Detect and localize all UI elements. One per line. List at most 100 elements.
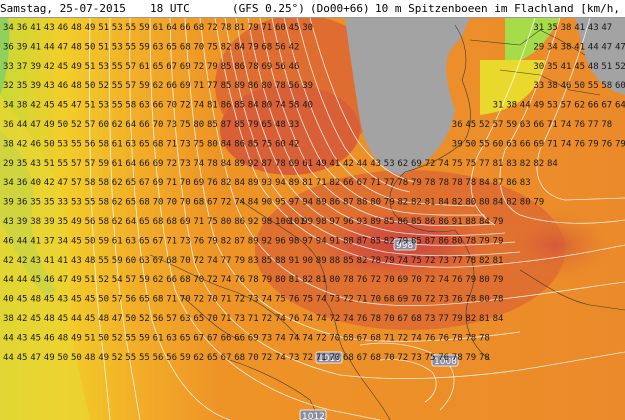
gust-value: 93 bbox=[261, 178, 272, 188]
gust-value: 86 bbox=[329, 198, 340, 208]
gust-value: 78 bbox=[479, 353, 490, 363]
gust-value: 84 bbox=[248, 198, 259, 208]
gust-value: 50 bbox=[85, 81, 96, 91]
gust-value: 65 bbox=[166, 42, 177, 52]
svg-text:1008: 1008 bbox=[434, 357, 457, 367]
gust-value: 38 bbox=[30, 217, 41, 227]
header-model: (GFS 0.25°) bbox=[232, 2, 305, 15]
gust-value: 94 bbox=[275, 178, 286, 188]
gust-value: 62 bbox=[153, 81, 164, 91]
gust-value: 51 bbox=[85, 275, 96, 285]
gust-value: 74 bbox=[302, 333, 313, 343]
gust-value: 65 bbox=[207, 353, 218, 363]
gust-value: 81 bbox=[493, 256, 504, 266]
gust-value: 70 bbox=[193, 42, 204, 52]
gust-value: 74 bbox=[289, 333, 300, 343]
gust-value: 70 bbox=[180, 198, 191, 208]
gust-value: 50 bbox=[98, 333, 109, 343]
gust-value: 42 bbox=[17, 256, 28, 266]
gust-value: 86 bbox=[397, 217, 408, 227]
gust-value: 41 bbox=[30, 23, 41, 33]
gust-value: 52 bbox=[71, 120, 82, 130]
gust-value: 69 bbox=[153, 159, 164, 169]
gust-value: 48 bbox=[30, 295, 41, 305]
gust-value: 79 bbox=[479, 236, 490, 246]
isobars bbox=[89, 17, 625, 420]
gust-value: 43 bbox=[588, 23, 599, 33]
gust-value: 83 bbox=[506, 159, 517, 169]
gust-value: 45 bbox=[574, 62, 585, 72]
gust-value: 56 bbox=[275, 42, 286, 52]
svg-text:998: 998 bbox=[396, 241, 413, 251]
gust-value: 69 bbox=[248, 333, 259, 343]
gust-value: 72 bbox=[397, 333, 408, 343]
gust-value: 89 bbox=[316, 256, 327, 266]
gust-value: 76 bbox=[425, 333, 436, 343]
gust-value: 45 bbox=[17, 295, 28, 305]
gust-value: 57 bbox=[125, 275, 136, 285]
gust-value: 42 bbox=[289, 42, 300, 52]
gust-value: 97 bbox=[302, 236, 313, 246]
gust-value: 45 bbox=[44, 101, 55, 111]
gust-value: 81 bbox=[316, 275, 327, 285]
gust-value: 67 bbox=[207, 198, 218, 208]
gust-value: 46 bbox=[3, 236, 14, 246]
gust-value: 73 bbox=[438, 295, 449, 305]
gust-value: 47 bbox=[601, 42, 612, 52]
gust-value: 84 bbox=[479, 217, 490, 227]
gust-value: 77 bbox=[207, 81, 218, 91]
gust-value: 62 bbox=[574, 101, 585, 111]
gust-value: 34 bbox=[57, 236, 68, 246]
gust-value: 65 bbox=[261, 120, 272, 130]
gust-value: 68 bbox=[343, 353, 354, 363]
gust-value: 60 bbox=[125, 256, 136, 266]
gust-value: 78 bbox=[452, 353, 463, 363]
gust-value: 70 bbox=[411, 275, 422, 285]
gust-value: 41 bbox=[561, 62, 572, 72]
gust-value: 69 bbox=[180, 62, 191, 72]
gust-value: 96 bbox=[275, 236, 286, 246]
gust-value: 50 bbox=[85, 42, 96, 52]
gust-value: 79 bbox=[261, 275, 272, 285]
gust-value: 68 bbox=[193, 23, 204, 33]
svg-text:1012: 1012 bbox=[302, 412, 325, 420]
gust-value: 51 bbox=[98, 42, 109, 52]
gust-value: 75 bbox=[411, 256, 422, 266]
gust-value: 72 bbox=[343, 295, 354, 305]
gust-value: 44 bbox=[520, 101, 531, 111]
storm-zone-east bbox=[500, 210, 610, 280]
gust-value: 71 bbox=[193, 81, 204, 91]
gust-value: 80 bbox=[465, 198, 476, 208]
gust-value: 89 bbox=[248, 236, 259, 246]
gust-value: 72 bbox=[166, 159, 177, 169]
gust-value: 75 bbox=[180, 120, 191, 130]
gust-value: 50 bbox=[574, 81, 585, 91]
gust-value: 57 bbox=[71, 159, 82, 169]
gust-value: 45 bbox=[85, 295, 96, 305]
gust-value: 74 bbox=[193, 159, 204, 169]
gust-value: 71 bbox=[547, 120, 558, 130]
gust-value: 62 bbox=[397, 159, 408, 169]
gust-value: 45 bbox=[289, 23, 300, 33]
gust-value: 80 bbox=[329, 275, 340, 285]
gust-value: 41 bbox=[57, 256, 68, 266]
gust-value: 43 bbox=[44, 23, 55, 33]
gust-value: 30 bbox=[533, 62, 544, 72]
gust-value: 57 bbox=[71, 178, 82, 188]
gust-value: 84 bbox=[221, 139, 232, 149]
gust-value: 71 bbox=[370, 178, 381, 188]
map-header: Samstag, 25-07-2015 18 UTC (GFS 0.25°) (… bbox=[0, 0, 625, 18]
gust-value: 78 bbox=[452, 178, 463, 188]
gust-value: 38 bbox=[17, 101, 28, 111]
gust-value: 45 bbox=[465, 120, 476, 130]
gust-value: 97 bbox=[329, 217, 340, 227]
gust-value: 50 bbox=[125, 314, 136, 324]
gust-value: 86 bbox=[506, 178, 517, 188]
gust-value: 64 bbox=[125, 120, 136, 130]
isobar-label-1008: 1008 bbox=[431, 354, 459, 367]
isobar-label-998: 998 bbox=[393, 238, 417, 251]
gust-value: 92 bbox=[248, 159, 259, 169]
gust-value: 66 bbox=[533, 120, 544, 130]
gust-value: 44 bbox=[588, 42, 599, 52]
